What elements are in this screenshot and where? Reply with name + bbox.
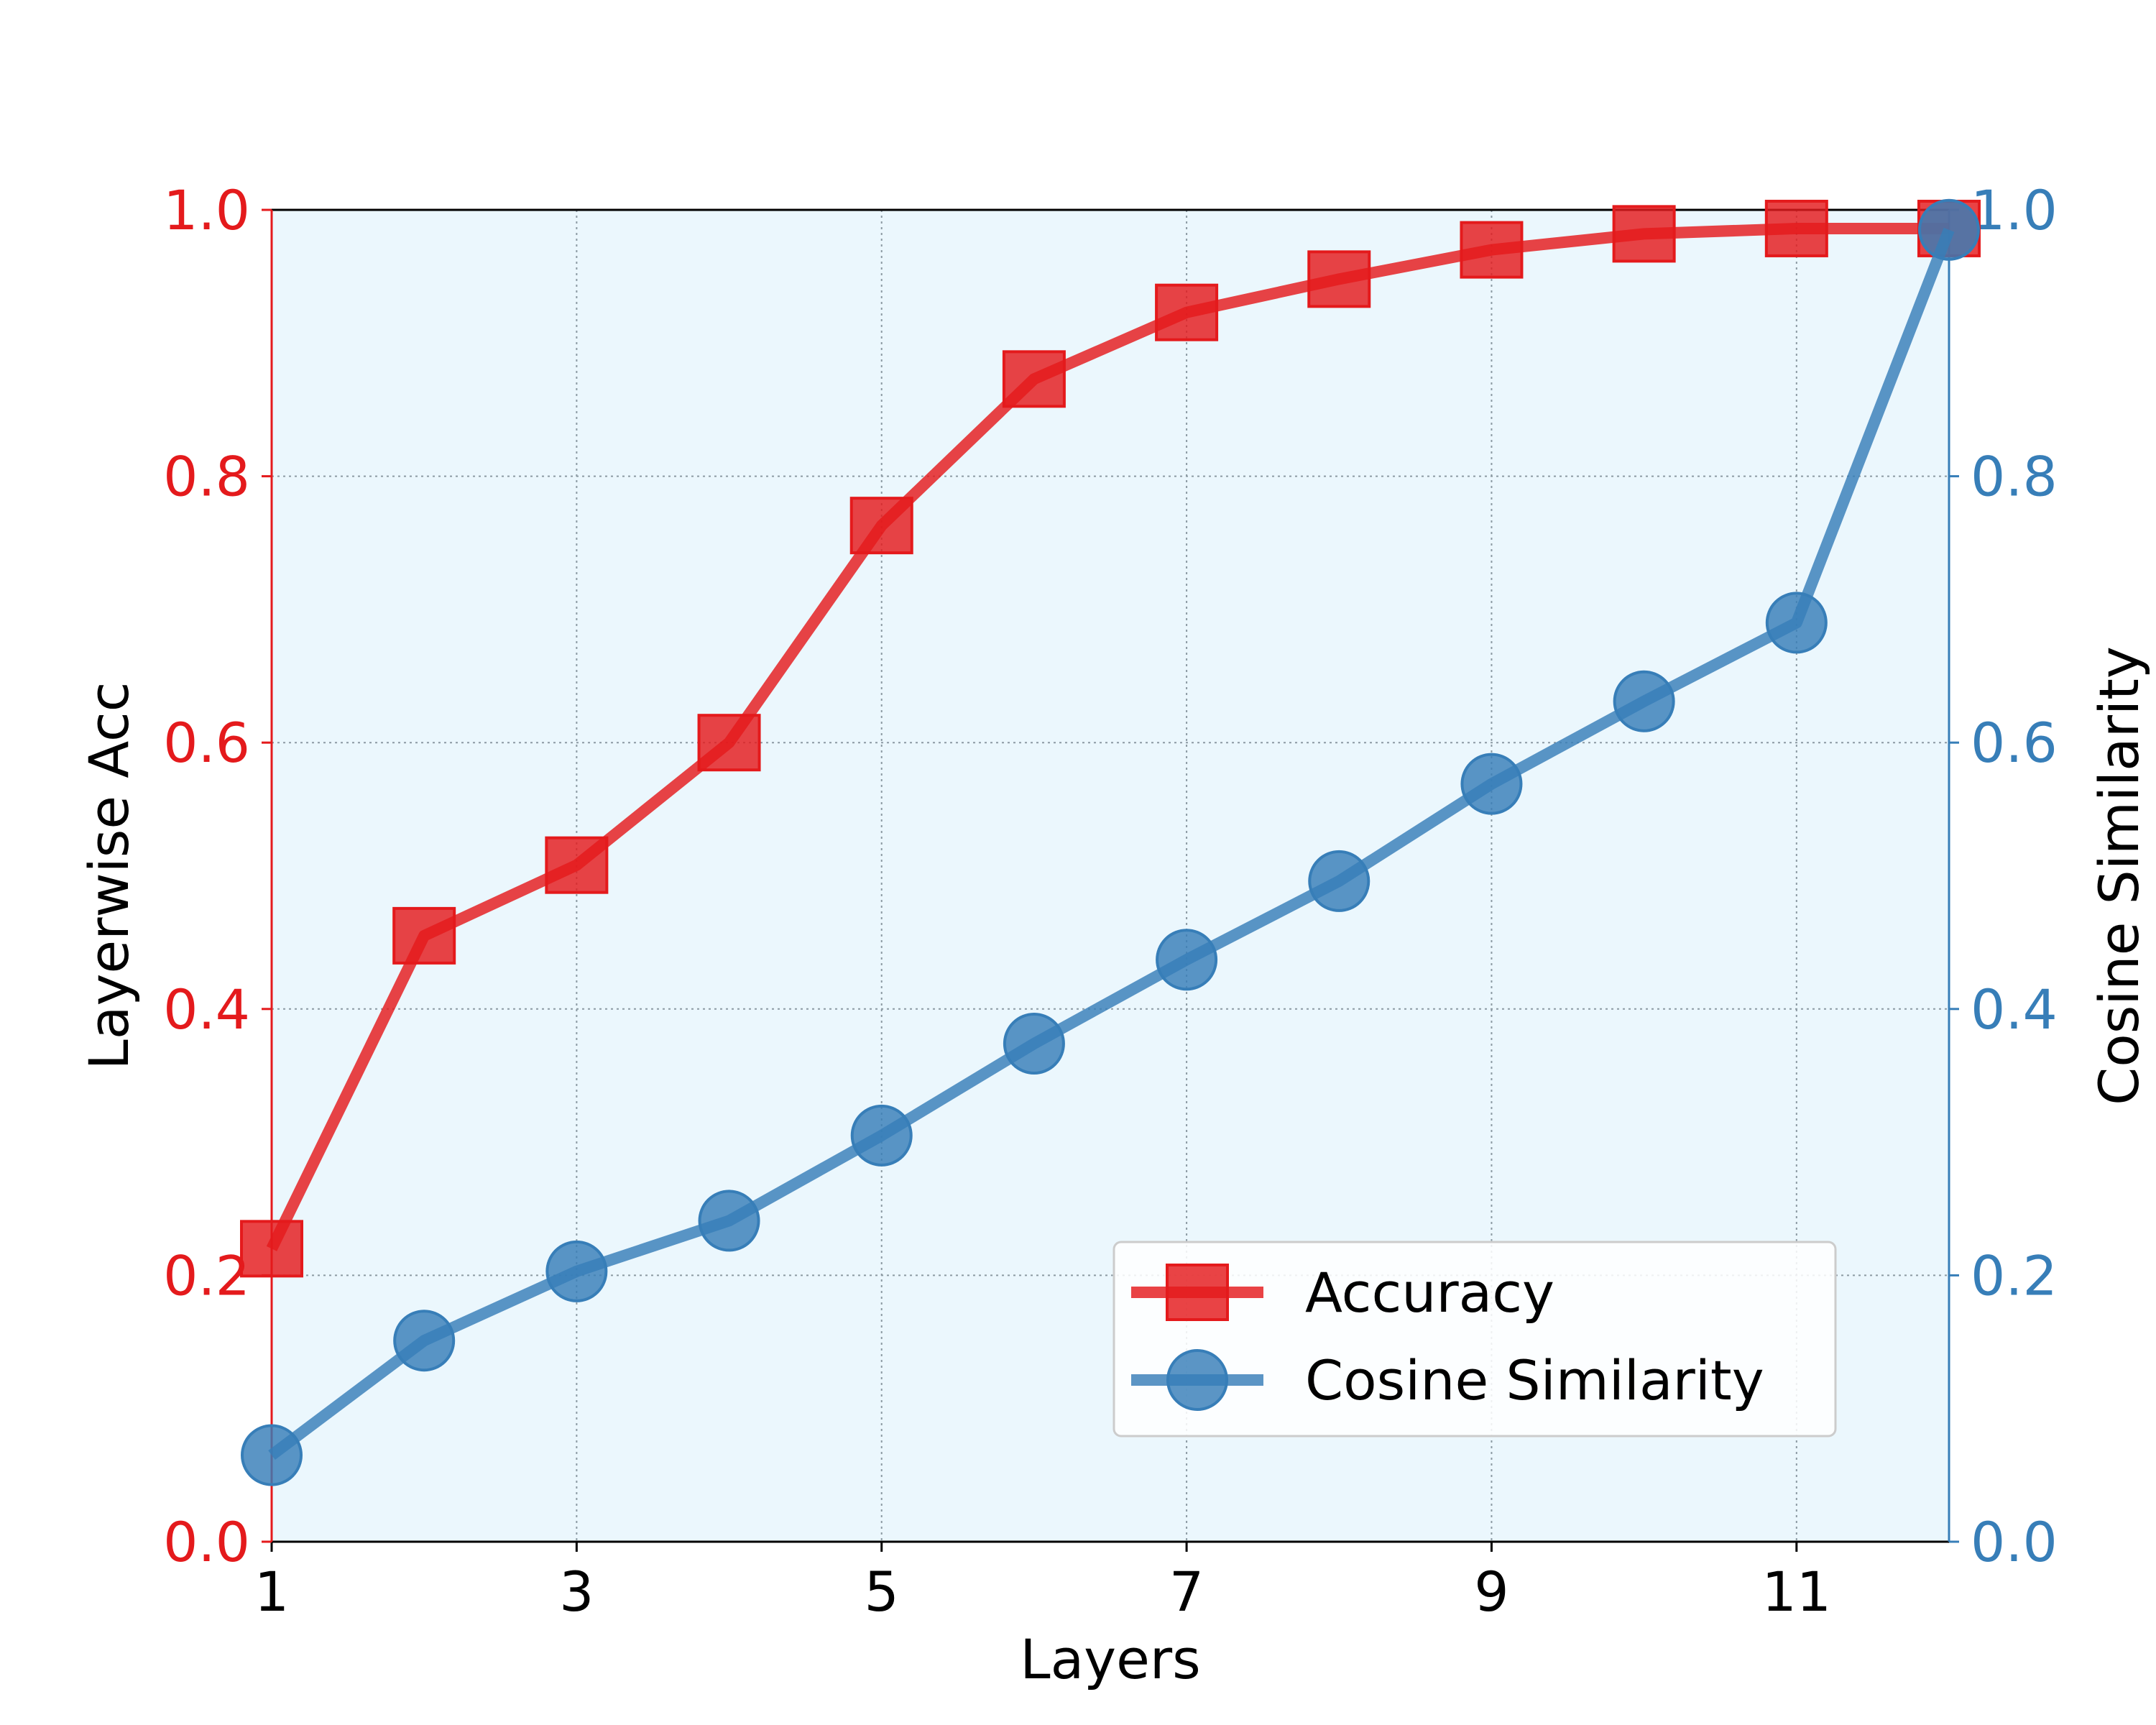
right-y-tick-label: 1.0: [1971, 178, 2058, 242]
right-y-axis-title: Cosine Similarity: [2087, 646, 2151, 1105]
x-axis-title: Layers: [1020, 1627, 1201, 1691]
data-point: [240, 1220, 303, 1278]
data-point: [1307, 250, 1371, 308]
data-point: [545, 1240, 608, 1302]
legend-label: Cosine Similarity: [1305, 1348, 1764, 1412]
data-point: [1308, 850, 1370, 912]
data-point: [393, 1310, 456, 1372]
data-point: [849, 497, 913, 555]
data-point: [697, 714, 761, 772]
data-point: [698, 1190, 760, 1252]
right-y-tick-label: 0.2: [1971, 1243, 2058, 1307]
data-point: [392, 906, 456, 965]
left-y-tick-label: 0.0: [163, 1510, 250, 1574]
legend-label: Accuracy: [1305, 1261, 1554, 1325]
data-series: [240, 198, 1981, 1486]
left-y-tick-label: 1.0: [163, 178, 250, 242]
right-y-tick-label: 0.4: [1971, 978, 2058, 1041]
x-tick-label: 7: [1169, 1560, 1204, 1624]
data-point: [1002, 350, 1066, 408]
data-point: [1765, 592, 1828, 654]
data-point: [1764, 199, 1828, 257]
data-point: [1613, 670, 1675, 732]
right-y-tick-label: 0.0: [1971, 1510, 2058, 1574]
data-point: [1460, 753, 1523, 815]
data-point: [1003, 1012, 1065, 1075]
data-point: [1460, 221, 1524, 279]
left-y-axis-title: Layerwise Acc: [77, 682, 141, 1070]
data-point: [1612, 205, 1676, 263]
x-tick-label: 9: [1474, 1560, 1508, 1624]
left-y-tick-label: 0.8: [163, 445, 250, 509]
data-point: [1918, 198, 1980, 261]
data-point: [850, 1104, 913, 1167]
x-tick-label: 3: [559, 1560, 594, 1624]
x-tick-label: 5: [865, 1560, 899, 1624]
data-point: [241, 1424, 303, 1486]
right-y-tick-label: 0.8: [1971, 445, 2058, 509]
data-point: [545, 836, 609, 894]
legend-entry: Accuracy: [1131, 1261, 1554, 1325]
series-cosine-similarity: [241, 198, 1980, 1486]
legend-frame: [1112, 1241, 1837, 1438]
legend-marker: [1166, 1349, 1228, 1411]
x-tick-label: 1: [254, 1560, 289, 1624]
right-y-tick-label: 0.6: [1971, 711, 2058, 775]
tick-labels: 1 3 5 7 9 11 0.0 0.0 0.2 0.2 0.4 0.4 0.6 0.6 0.8 0.8 1.0…: [163, 178, 2058, 1624]
legend: Accuracy Cosine Similarity: [1112, 1241, 1837, 1438]
left-y-tick-label: 0.2: [163, 1243, 250, 1307]
left-y-tick-label: 0.4: [163, 978, 250, 1041]
data-point: [1155, 283, 1219, 341]
legend-entry: Cosine Similarity: [1131, 1348, 1764, 1412]
left-y-tick-label: 0.6: [163, 711, 250, 775]
x-tick-label: 11: [1761, 1560, 1831, 1624]
data-point: [1156, 929, 1218, 991]
legend-marker: [1166, 1264, 1229, 1321]
